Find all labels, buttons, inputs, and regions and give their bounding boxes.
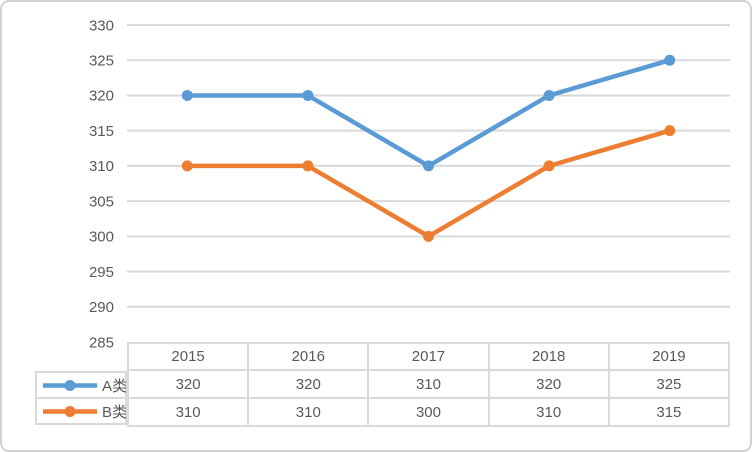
data-point-marker (543, 160, 555, 172)
data-point-marker (664, 54, 676, 66)
legend: A类 B类 (35, 371, 127, 425)
table-cell: 310 (126, 397, 250, 427)
table-cell: 320 (126, 369, 250, 399)
data-point-marker (423, 230, 434, 242)
data-point-marker (543, 89, 555, 101)
data-table: 2015 2016 2017 2018 2019 320 320 310 320 325 310 31… (126, 342, 731, 427)
data-point-marker (423, 160, 434, 172)
table-header-row: 2015 2016 2017 2018 2019 (126, 342, 731, 371)
data-point-marker (302, 89, 314, 101)
table-cell: 310 (247, 397, 370, 427)
legend-marker-icon (64, 405, 76, 417)
series-line (185, 128, 672, 239)
data-point-marker (181, 160, 193, 172)
legend-marker-icon (64, 379, 76, 391)
legend-label: A类 (102, 377, 128, 395)
data-point-marker (302, 160, 314, 172)
y-axis-tick-label: 325 (89, 52, 114, 69)
y-axis-tick-label: 285 (89, 334, 114, 351)
y-axis-tick-label: 310 (89, 158, 114, 175)
table-row: 320 320 310 320 325 (126, 369, 731, 399)
table-cell: 320 (487, 369, 610, 399)
legend-row: B类 (35, 397, 127, 425)
table-header-cell: 2019 (607, 342, 731, 371)
legend-label: B类 (102, 403, 128, 421)
table-header-cell: 2015 (126, 342, 250, 371)
table-cell: 320 (247, 369, 370, 399)
table-cell: 310 (367, 369, 490, 399)
y-axis-tick-label: 320 (89, 88, 114, 105)
table-row: 310 310 300 310 315 (126, 397, 731, 427)
table-cell: 325 (607, 369, 731, 399)
table-cell: 300 (367, 397, 490, 427)
data-point-marker (664, 125, 676, 137)
table-cell: 310 (487, 397, 610, 427)
data-point-marker (181, 89, 193, 101)
table-cell: 315 (607, 397, 731, 427)
y-axis-tick-label: 305 (89, 193, 114, 210)
y-axis-tick-label: 330 (89, 17, 114, 34)
legend-series-key-icon (43, 405, 97, 417)
y-axis-tick-label: 300 (89, 229, 114, 246)
y-axis-tick-label: 295 (89, 264, 114, 281)
table-header-cell: 2016 (247, 342, 370, 371)
legend-series-key-icon (43, 379, 97, 391)
y-axis-tick-label: 290 (89, 299, 114, 316)
table-header-cell: 2017 (367, 342, 490, 371)
legend-row: A类 (35, 371, 127, 399)
y-axis-tick-label: 315 (89, 123, 114, 140)
table-header-cell: 2018 (487, 342, 610, 371)
